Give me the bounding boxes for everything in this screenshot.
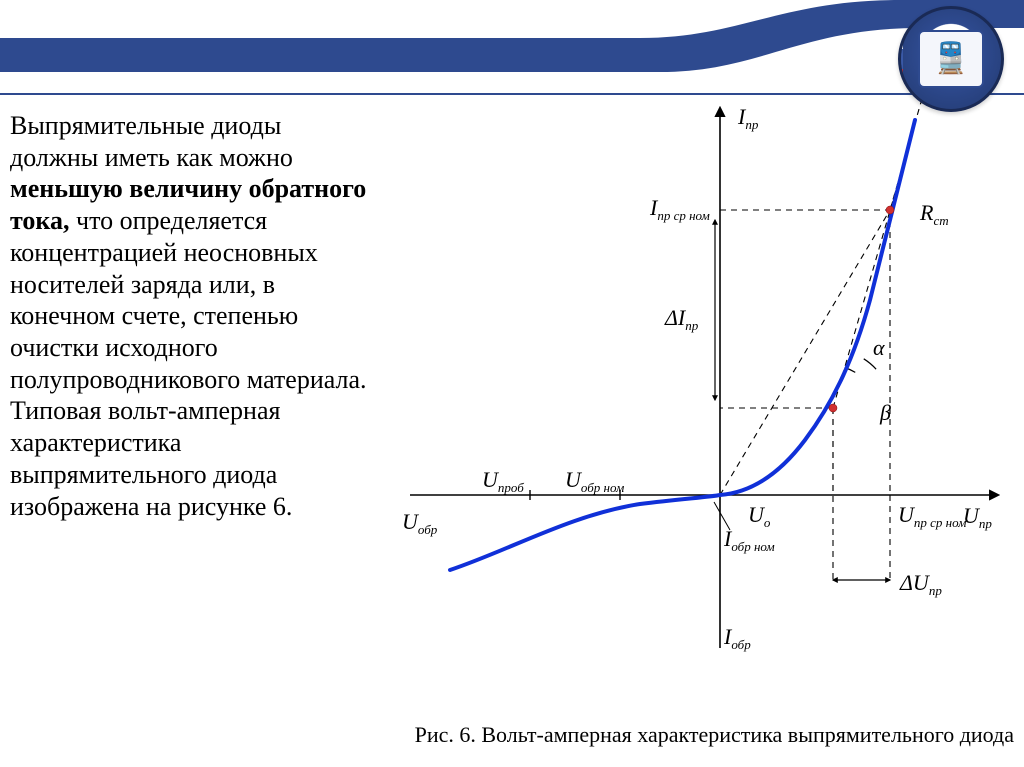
para2: Типовая вольт-амперная характеристика вы… [10,396,292,520]
svg-text:Iпр ср ном: Iпр ср ном [649,195,710,223]
svg-text:ΔUпр: ΔUпр [899,570,942,598]
svg-text:Uобр ном: Uобр ном [565,467,624,495]
svg-text:α: α [873,335,885,360]
svg-text:Uпроб: Uпроб [482,467,524,495]
svg-text:Uпр ср ном: Uпр ср ном [898,502,966,530]
svg-text:β: β [879,400,891,425]
svg-text:Uобр: Uобр [402,509,438,537]
iv-chart: Uпр Uобр Iпр Iобр Iпр ср ном Rст ΔIпр α β Uпроб Uо… [390,100,1010,660]
logo-train: 🚆 [918,30,984,88]
content: Выпрямительные диоды должны иметь как мо… [0,110,1024,760]
svg-text:Iобр: Iобр [723,624,751,652]
svg-text:Uпр: Uпр [963,503,992,531]
body-text: Выпрямительные диоды должны иметь как мо… [10,110,370,522]
svg-text:ΔIпр: ΔIпр [664,305,699,333]
svg-text:Iобр ном: Iобр ном [723,526,775,554]
logo: 🚆 [898,6,1004,112]
header-swoosh [0,0,1024,100]
figure-caption: Рис. 6. Вольт-амперная характеристика вы… [0,722,1014,748]
para1-a: Выпрямительные диоды должны иметь как мо… [10,111,293,172]
svg-text:Rст: Rст [919,200,949,228]
svg-text:Uо: Uо [748,502,771,530]
train-icon: 🚆 [932,44,969,74]
svg-text:Iпр: Iпр [737,104,759,132]
header-band: 🚆 [0,0,1024,100]
